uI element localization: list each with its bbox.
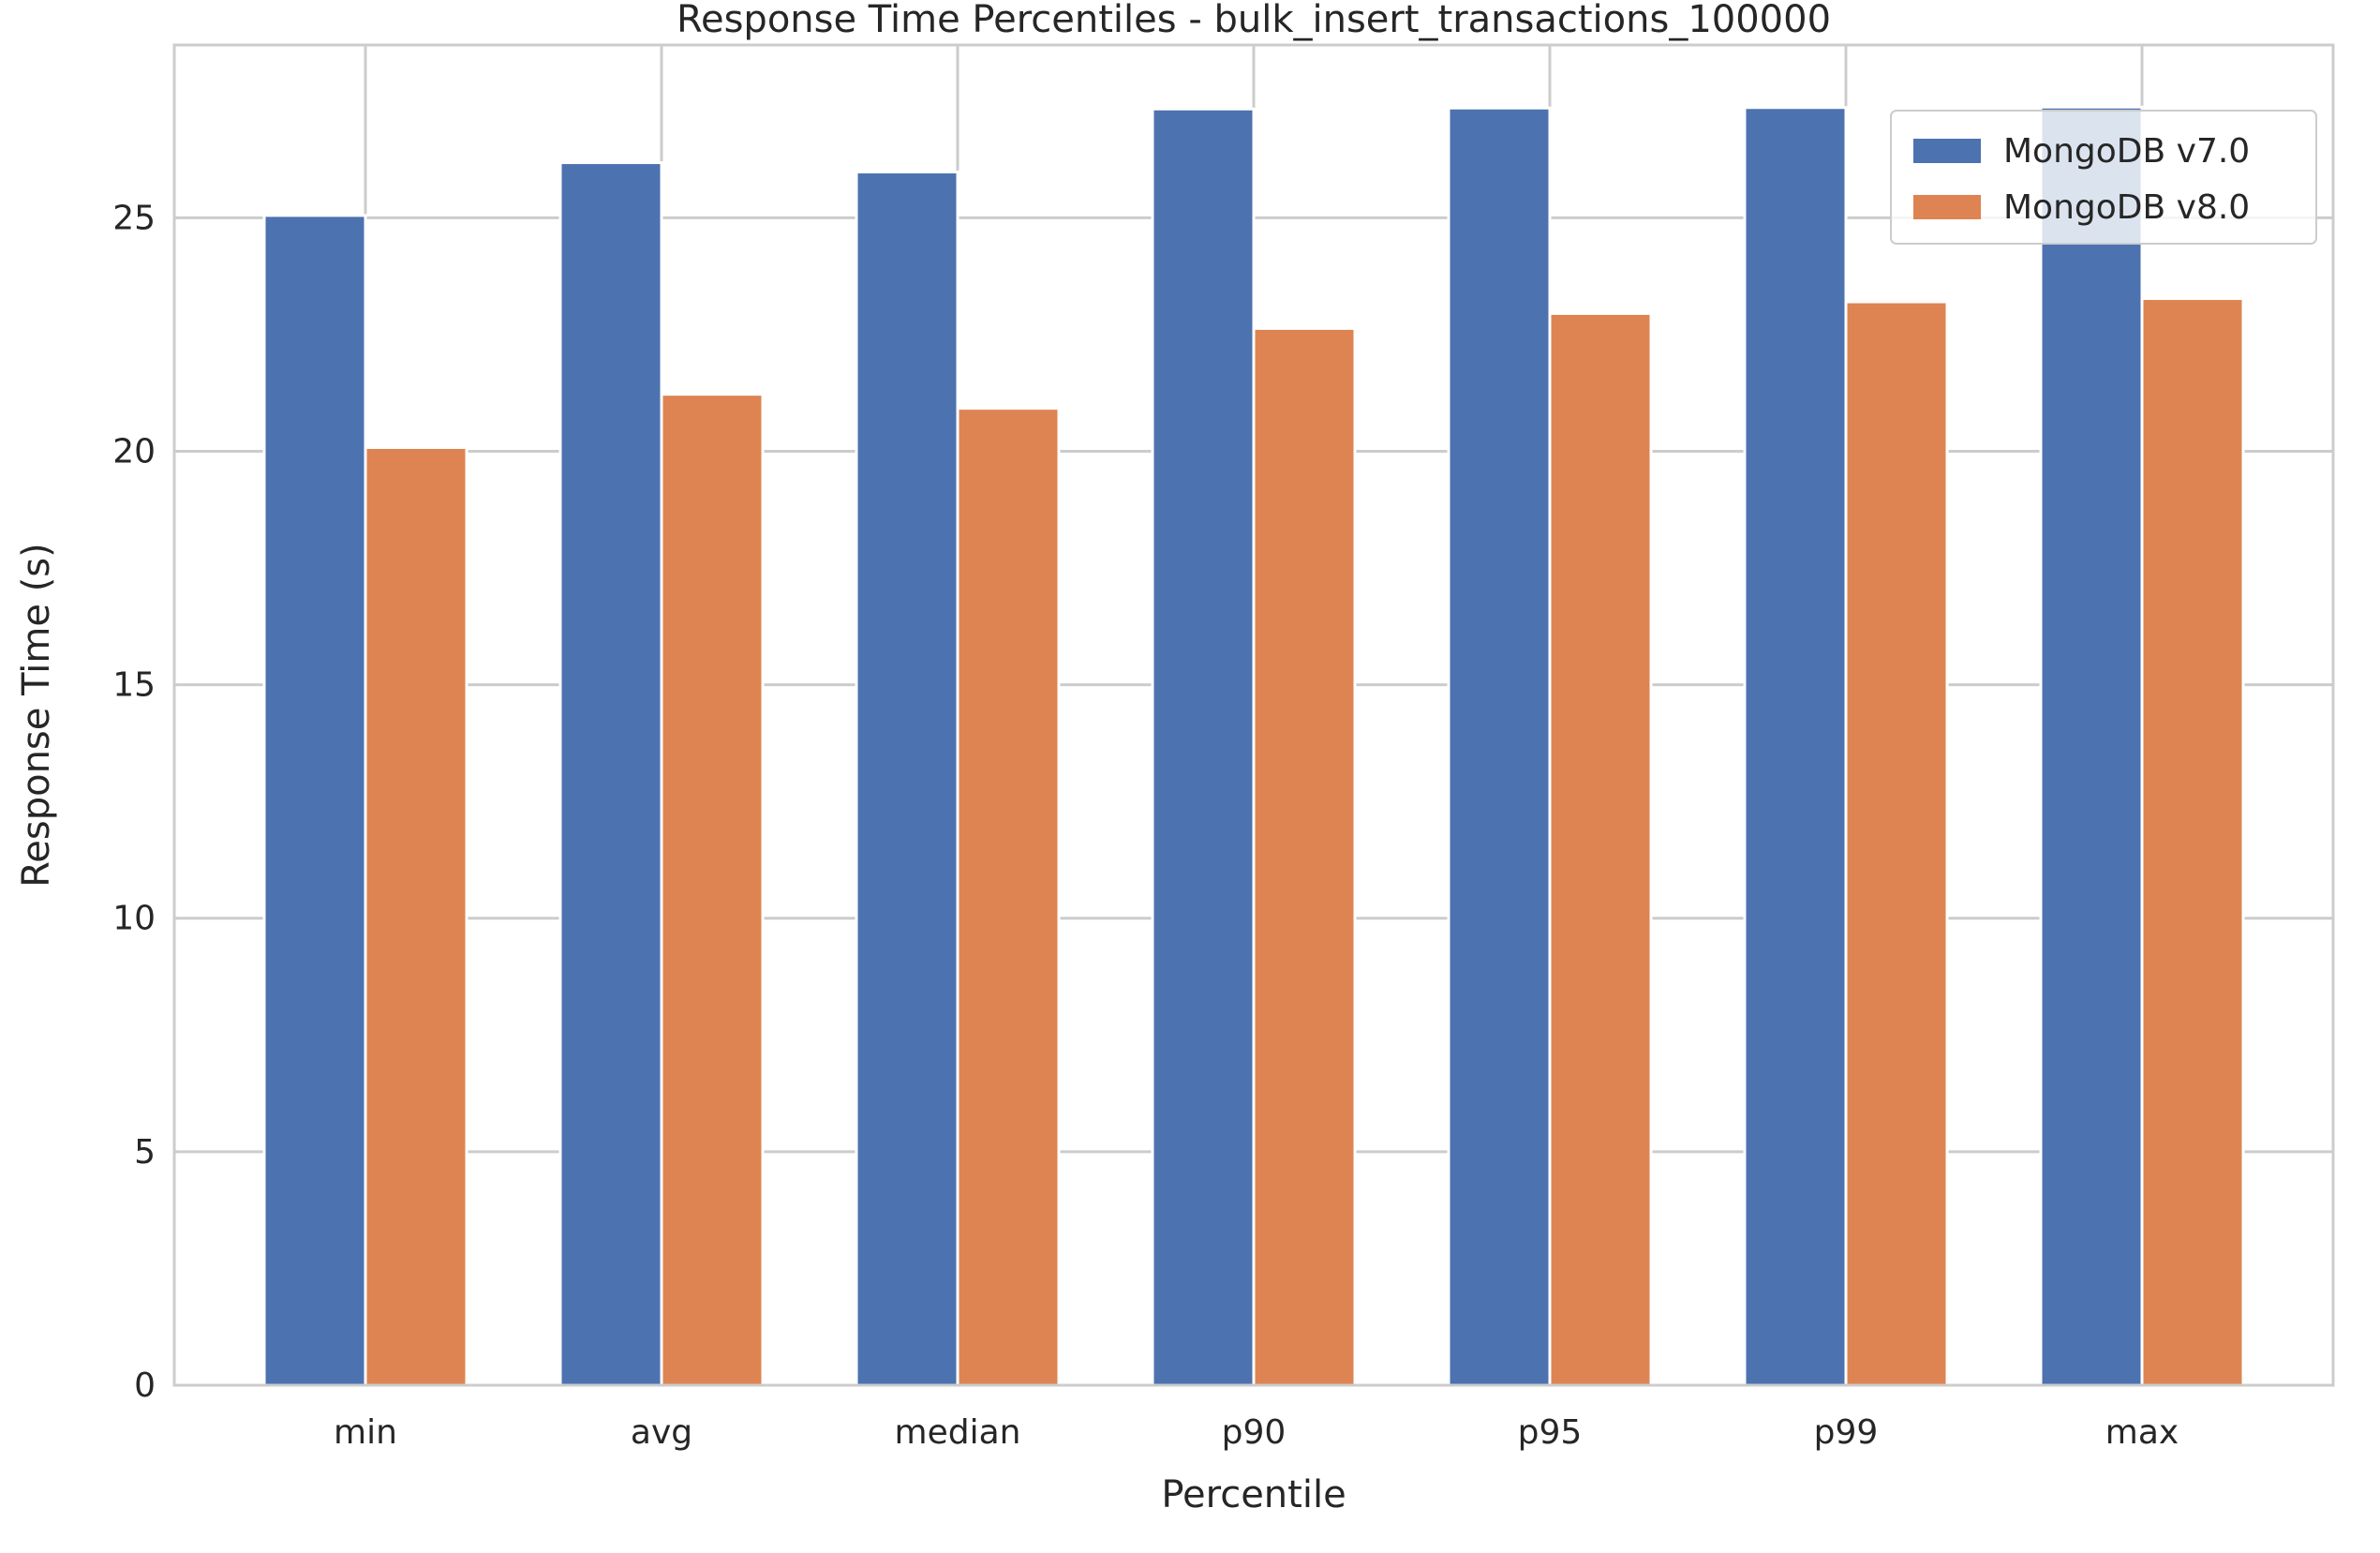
bar-layer <box>262 105 2245 1387</box>
legend-swatch <box>1913 195 1981 219</box>
bar-mongodb-v7-0-min <box>262 214 367 1387</box>
y-tick-label: 25 <box>112 199 156 237</box>
legend: MongoDB v7.0 MongoDB v8.0 <box>1890 110 2317 245</box>
plot-frame <box>172 43 2335 1387</box>
y-tick-label: 10 <box>112 900 156 938</box>
legend-label: MongoDB v8.0 <box>2003 188 2250 227</box>
bar-mongodb-v7-0-p95 <box>1447 106 1552 1387</box>
bar-mongodb-v7-0-p99 <box>1743 106 1848 1387</box>
legend-label: MongoDB v7.0 <box>2003 132 2250 171</box>
y-axis-label: Response Time (s) <box>15 543 58 887</box>
bar-mongodb-v7-0-avg <box>558 161 663 1387</box>
legend-swatch <box>1913 139 1981 163</box>
x-tick-label: median <box>895 1413 1021 1452</box>
x-tick-label: min <box>334 1413 397 1452</box>
bar-mongodb-v8-0-p99 <box>1844 300 1949 1387</box>
bar-mongodb-v8-0-median <box>956 407 1061 1387</box>
bar-mongodb-v8-0-avg <box>660 393 765 1387</box>
bar-mongodb-v7-0-p90 <box>1151 107 1256 1387</box>
y-tick-label: 5 <box>134 1133 156 1172</box>
x-tick-label: p99 <box>1814 1413 1879 1452</box>
bar-mongodb-v8-0-p95 <box>1548 311 1653 1387</box>
x-axis-label: Percentile <box>1161 1473 1346 1516</box>
legend-box <box>1890 110 2317 245</box>
tick-layer: 0 5 10 15 20 25 min avg median p90 p95 p99 max <box>112 199 2179 1452</box>
chart-title: Response Time Percentiles - bulk_insert_… <box>677 0 1831 41</box>
y-tick-label: 15 <box>112 666 156 705</box>
bar-mongodb-v8-0-min <box>364 445 469 1387</box>
y-tick-label: 20 <box>112 432 156 470</box>
x-tick-label: p95 <box>1518 1413 1583 1452</box>
bar-mongodb-v7-0-max <box>2039 105 2144 1387</box>
y-tick-label: 0 <box>134 1366 156 1405</box>
bar-mongodb-v8-0-max <box>2140 297 2245 1387</box>
bar-mongodb-v7-0-median <box>855 171 959 1387</box>
bar-mongodb-v8-0-p90 <box>1252 326 1357 1387</box>
x-tick-label: avg <box>631 1413 692 1452</box>
x-tick-label: max <box>2105 1413 2179 1452</box>
x-tick-label: p90 <box>1222 1413 1287 1452</box>
